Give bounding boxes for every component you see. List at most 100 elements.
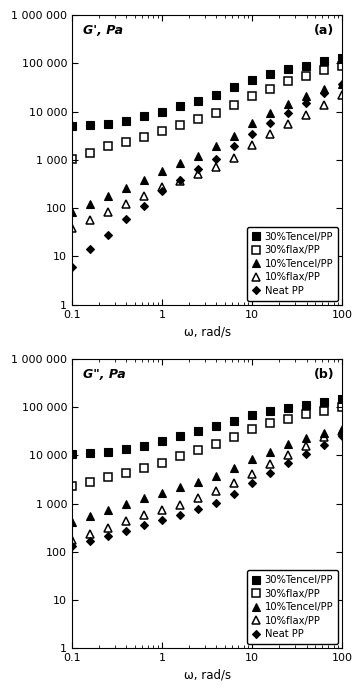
30%Tencel/PP [214, 91, 218, 99]
Neat PP [196, 165, 200, 173]
30%Tencel/PP [268, 70, 273, 78]
10%flax/PP [322, 100, 327, 109]
10%Tencel/PP [340, 425, 345, 433]
Neat PP [232, 142, 236, 150]
30%flax/PP [304, 410, 309, 418]
10%Tencel/PP [214, 471, 218, 480]
30%Tencel/PP [304, 62, 309, 70]
30%Tencel/PP [250, 76, 254, 85]
10%flax/PP [268, 130, 273, 138]
10%flax/PP [196, 170, 200, 179]
Neat PP [124, 215, 128, 223]
30%flax/PP [268, 85, 273, 93]
30%flax/PP [286, 414, 290, 423]
10%flax/PP [178, 177, 182, 185]
10%Tencel/PP [178, 159, 182, 168]
Neat PP [304, 450, 309, 459]
Neat PP [322, 441, 327, 449]
Legend: 30%Tencel/PP, 30%flax/PP, 10%Tencel/PP, 10%flax/PP, Neat PP: 30%Tencel/PP, 30%flax/PP, 10%Tencel/PP, … [247, 570, 339, 644]
30%flax/PP [196, 446, 200, 454]
Neat PP [160, 186, 164, 195]
10%Tencel/PP [88, 511, 92, 520]
10%Tencel/PP [232, 132, 236, 140]
30%Tencel/PP [196, 427, 200, 435]
30%Tencel/PP [106, 448, 110, 456]
10%Tencel/PP [250, 119, 254, 128]
Text: G', Pa: G', Pa [83, 24, 123, 37]
Line: 30%flax/PP: 30%flax/PP [68, 62, 346, 163]
30%Tencel/PP [286, 403, 290, 412]
Neat PP [340, 80, 345, 89]
10%flax/PP [142, 511, 146, 520]
30%flax/PP [142, 133, 146, 141]
10%flax/PP [178, 500, 182, 509]
10%flax/PP [106, 523, 110, 532]
30%Tencel/PP [340, 54, 345, 62]
30%flax/PP [124, 137, 128, 146]
10%Tencel/PP [160, 489, 164, 497]
X-axis label: ω, rad/s: ω, rad/s [183, 669, 231, 682]
10%Tencel/PP [178, 483, 182, 491]
10%flax/PP [232, 154, 236, 162]
10%flax/PP [88, 216, 92, 224]
30%flax/PP [250, 425, 254, 433]
Text: (b): (b) [314, 367, 334, 380]
10%flax/PP [250, 141, 254, 150]
10%Tencel/PP [160, 167, 164, 175]
10%Tencel/PP [286, 440, 290, 448]
Neat PP [178, 511, 182, 519]
10%Tencel/PP [106, 505, 110, 514]
Line: 30%Tencel/PP: 30%Tencel/PP [68, 54, 346, 130]
10%flax/PP [286, 120, 290, 128]
Neat PP [160, 516, 164, 524]
Neat PP [268, 119, 273, 128]
10%Tencel/PP [304, 92, 309, 100]
30%flax/PP [106, 142, 110, 150]
30%Tencel/PP [304, 401, 309, 409]
30%flax/PP [340, 403, 345, 411]
Neat PP [322, 89, 327, 98]
10%Tencel/PP [268, 448, 273, 456]
Neat PP [106, 532, 110, 541]
10%flax/PP [340, 91, 345, 99]
30%Tencel/PP [268, 407, 273, 415]
Line: Neat PP: Neat PP [69, 81, 345, 270]
30%flax/PP [322, 406, 327, 414]
30%flax/PP [286, 77, 290, 85]
10%flax/PP [322, 433, 327, 441]
30%Tencel/PP [286, 65, 290, 73]
Neat PP [304, 99, 309, 107]
10%Tencel/PP [124, 500, 128, 508]
30%flax/PP [196, 115, 200, 123]
10%Tencel/PP [286, 100, 290, 108]
30%Tencel/PP [70, 450, 74, 459]
10%Tencel/PP [304, 434, 309, 442]
Neat PP [70, 542, 74, 550]
Neat PP [340, 432, 345, 440]
30%Tencel/PP [160, 107, 164, 116]
30%flax/PP [178, 121, 182, 130]
10%flax/PP [70, 225, 74, 233]
10%Tencel/PP [322, 429, 327, 437]
30%flax/PP [322, 66, 327, 74]
30%Tencel/PP [196, 96, 200, 105]
Neat PP [142, 202, 146, 211]
30%Tencel/PP [250, 411, 254, 419]
X-axis label: ω, rad/s: ω, rad/s [183, 325, 231, 338]
10%flax/PP [232, 479, 236, 487]
Line: 30%flax/PP: 30%flax/PP [68, 403, 346, 490]
Neat PP [106, 231, 110, 239]
30%flax/PP [268, 419, 273, 428]
30%Tencel/PP [232, 83, 236, 91]
Neat PP [178, 176, 182, 184]
Neat PP [88, 245, 92, 254]
30%flax/PP [214, 440, 218, 448]
10%flax/PP [160, 506, 164, 514]
Neat PP [142, 521, 146, 529]
Neat PP [214, 498, 218, 507]
Neat PP [250, 130, 254, 139]
Line: 10%flax/PP: 10%flax/PP [68, 427, 347, 544]
10%flax/PP [304, 441, 309, 450]
10%Tencel/PP [196, 152, 200, 160]
Line: 10%Tencel/PP: 10%Tencel/PP [68, 80, 347, 216]
